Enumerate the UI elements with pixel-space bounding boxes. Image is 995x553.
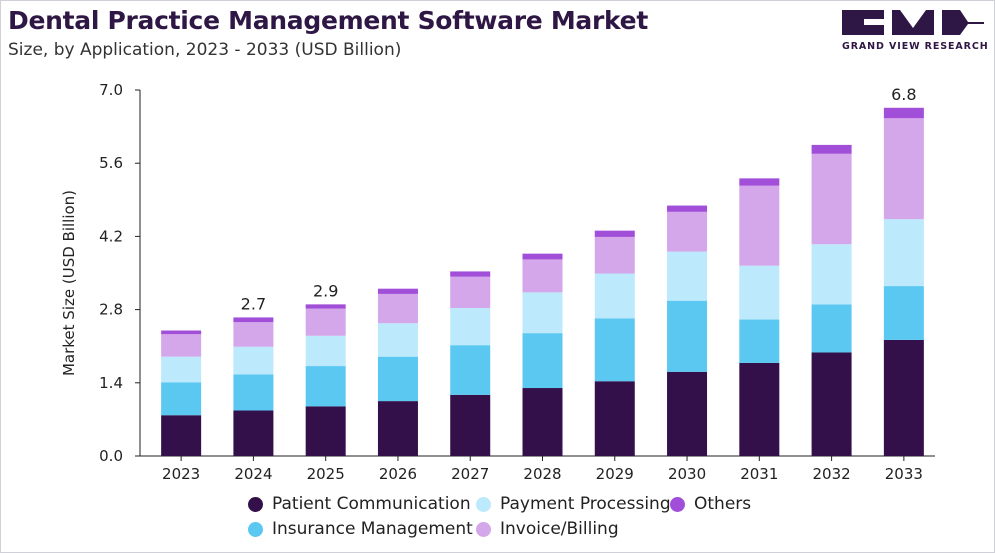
x-tick-label: 2023 xyxy=(162,465,200,483)
bar-segment-patient-communication-2028 xyxy=(522,388,563,456)
bar-segment-others-2031 xyxy=(739,178,780,186)
x-tick-label: 2028 xyxy=(523,465,561,483)
x-tick-label: 2026 xyxy=(379,465,417,483)
axes: 0.0 1.4 2.8 4.2 5.6 7.0 Market Size (USD Billi… xyxy=(60,81,935,483)
bar-segment-insurance-management-2023 xyxy=(161,382,202,416)
legend-label: Others xyxy=(694,494,752,514)
x-tick-label: 2032 xyxy=(812,465,850,483)
legend-label: Invoice/Billing xyxy=(500,519,619,539)
legend-label: Patient Communication xyxy=(272,494,471,514)
legend-swatch-icon xyxy=(476,496,491,512)
legend-swatch-icon xyxy=(248,521,263,537)
bar-segment-invoice-billing-2027 xyxy=(450,276,491,309)
bar-segment-payment-processing-2033 xyxy=(883,219,924,287)
bar-segment-invoice-billing-2028 xyxy=(522,259,563,293)
bar-segment-patient-communication-2025 xyxy=(305,406,346,456)
x-tick-label: 2030 xyxy=(668,465,706,483)
x-tick-label: 2025 xyxy=(307,465,345,483)
bar-total-label: 2.9 xyxy=(313,281,338,300)
data-labels: 2.7 2.9 6.8 xyxy=(241,85,917,314)
bar-segment-payment-processing-2027 xyxy=(450,308,491,346)
x-tick-label: 2029 xyxy=(596,465,634,483)
y-tick-label: 0.0 xyxy=(99,447,123,465)
brand-name: GRAND VIEW RESEARCH xyxy=(842,41,989,52)
bar-segment-insurance-management-2030 xyxy=(667,300,708,372)
bar-segment-invoice-billing-2026 xyxy=(377,293,418,324)
bar-segment-others-2024 xyxy=(233,317,274,323)
bar-segment-invoice-billing-2033 xyxy=(883,118,924,220)
bar-segment-insurance-management-2028 xyxy=(522,333,563,389)
bar-segment-invoice-billing-2024 xyxy=(233,322,274,347)
x-tick-label: 2027 xyxy=(451,465,489,483)
bar-segment-invoice-billing-2023 xyxy=(161,334,202,357)
bar-segment-patient-communication-2029 xyxy=(594,381,635,456)
bar-segment-others-2027 xyxy=(450,271,491,277)
legend-label: Insurance Management xyxy=(272,519,473,539)
bar-segment-others-2033 xyxy=(883,107,924,119)
bar-segment-payment-processing-2030 xyxy=(667,251,708,301)
y-tick-label: 7.0 xyxy=(99,81,123,99)
bar-segment-invoice-billing-2032 xyxy=(811,153,852,245)
bar-segment-patient-communication-2033 xyxy=(883,339,924,456)
bar-segment-payment-processing-2031 xyxy=(739,265,780,320)
chart-title: Dental Practice Management Software Mark… xyxy=(8,6,648,35)
legend-item-insurance-management: Insurance Management xyxy=(248,519,473,539)
bar-segment-others-2023 xyxy=(161,330,202,335)
bar-segment-others-2029 xyxy=(594,230,635,237)
bar-segment-payment-processing-2026 xyxy=(377,323,418,357)
bar-segment-patient-communication-2030 xyxy=(667,371,708,456)
legend-swatch-icon xyxy=(670,496,685,512)
legend-item-invoice-billing: Invoice/Billing xyxy=(476,519,619,539)
bar-segment-others-2028 xyxy=(522,253,563,260)
bar-total-label: 2.7 xyxy=(241,294,266,313)
y-tick-label: 2.8 xyxy=(99,301,123,319)
y-tick-label: 4.2 xyxy=(99,227,123,245)
bar-total-label: 6.8 xyxy=(891,85,916,104)
bar-segment-patient-communication-2032 xyxy=(811,352,852,456)
bar-segment-insurance-management-2033 xyxy=(883,286,924,340)
legend-item-patient-communication: Patient Communication xyxy=(248,494,471,514)
x-tick-label: 2033 xyxy=(885,465,923,483)
legend-item-payment-processing: Payment Processing xyxy=(476,494,671,514)
bar-segment-patient-communication-2026 xyxy=(377,401,418,456)
bar-segment-invoice-billing-2025 xyxy=(305,308,346,336)
x-tick-label: 2024 xyxy=(234,465,272,483)
bar-segment-others-2032 xyxy=(811,144,852,154)
bar-segment-others-2026 xyxy=(377,288,418,294)
bar-segment-payment-processing-2025 xyxy=(305,335,346,367)
bar-segment-invoice-billing-2030 xyxy=(667,211,708,252)
legend-item-others: Others xyxy=(670,494,751,514)
x-tick-label: 2031 xyxy=(740,465,778,483)
bar-segment-payment-processing-2029 xyxy=(594,273,635,319)
bar-segment-others-2025 xyxy=(305,304,346,309)
bar-segment-insurance-management-2032 xyxy=(811,304,852,353)
bar-segment-payment-processing-2023 xyxy=(161,356,202,383)
y-tick-label: 1.4 xyxy=(99,374,123,392)
bar-segment-patient-communication-2027 xyxy=(450,394,491,456)
bar-segment-payment-processing-2024 xyxy=(233,346,274,375)
legend-swatch-icon xyxy=(476,521,491,537)
bar-segment-patient-communication-2024 xyxy=(233,410,274,456)
bar-segment-insurance-management-2026 xyxy=(377,356,418,402)
bar-segment-patient-communication-2031 xyxy=(739,362,780,456)
chart-subtitle: Size, by Application, 2023 - 2033 (USD B… xyxy=(8,40,402,60)
bar-segment-insurance-management-2027 xyxy=(450,345,491,395)
y-tick-label: 5.6 xyxy=(99,154,123,172)
legend-swatch-icon xyxy=(248,496,263,512)
bar-segment-invoice-billing-2031 xyxy=(739,185,780,266)
bar-segment-insurance-management-2024 xyxy=(233,374,274,411)
bar-segment-insurance-management-2031 xyxy=(739,319,780,363)
y-axis-title: Market Size (USD Billion) xyxy=(60,190,78,376)
bars xyxy=(161,107,924,456)
bar-segment-insurance-management-2029 xyxy=(594,318,635,382)
bar-segment-insurance-management-2025 xyxy=(305,366,346,407)
bar-segment-patient-communication-2023 xyxy=(161,415,202,456)
bar-segment-payment-processing-2032 xyxy=(811,244,852,305)
grand-view-research-logo-icon xyxy=(842,10,984,35)
legend-label: Payment Processing xyxy=(500,494,671,514)
bar-segment-invoice-billing-2029 xyxy=(594,236,635,274)
bar-segment-others-2030 xyxy=(667,205,708,212)
bar-segment-payment-processing-2028 xyxy=(522,292,563,334)
